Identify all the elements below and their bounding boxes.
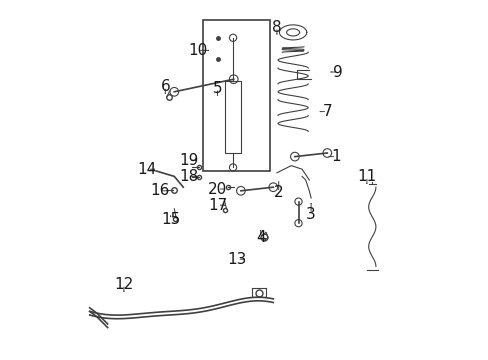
Text: 5: 5 [212,81,222,96]
Text: 7: 7 [322,104,331,119]
Text: 2: 2 [273,185,283,200]
Text: 1: 1 [331,149,341,164]
Bar [203,20,269,171]
Text: 4: 4 [255,230,265,245]
Text: 11: 11 [357,169,376,184]
Text: 20: 20 [207,181,226,197]
Text: 12: 12 [114,277,133,292]
Text: 14: 14 [138,162,157,177]
Text: 8: 8 [271,19,281,35]
Text: 6: 6 [160,79,170,94]
Text: 16: 16 [150,183,169,198]
Text: 13: 13 [227,252,246,267]
Text: 3: 3 [305,207,315,222]
Text: 10: 10 [188,43,207,58]
Text: 9: 9 [332,64,342,80]
Text: 17: 17 [207,198,226,213]
Text: 18: 18 [179,169,198,184]
Text: 15: 15 [161,212,180,227]
Text: 19: 19 [179,153,198,168]
